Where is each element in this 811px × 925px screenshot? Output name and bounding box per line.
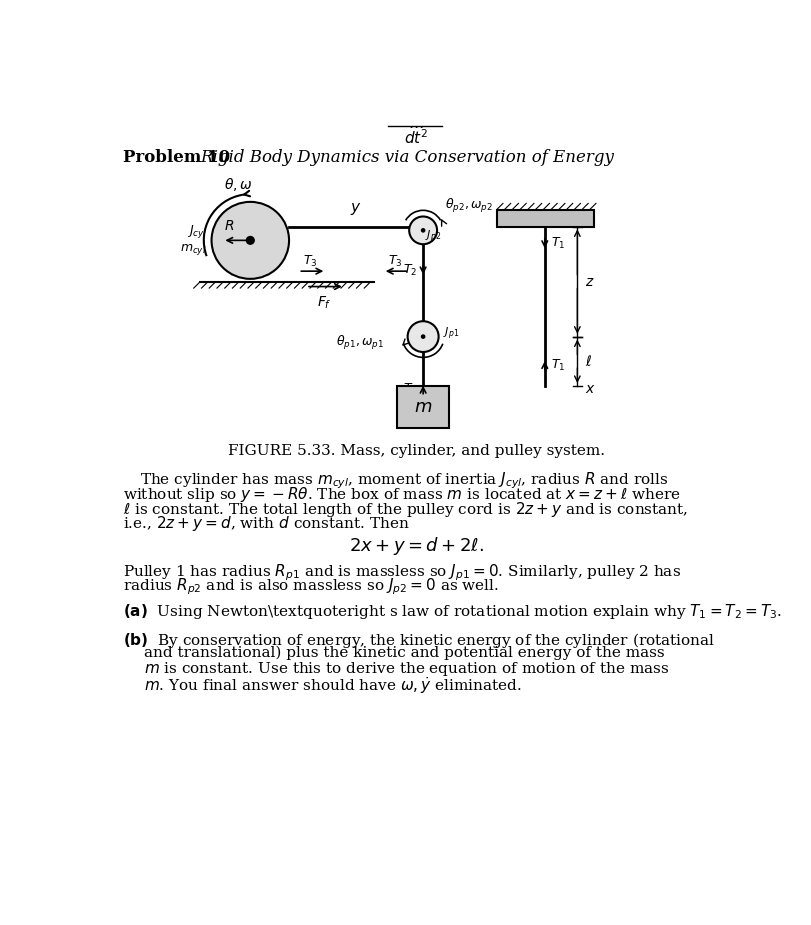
Text: $J_{p2}$: $J_{p2}$ [425, 228, 441, 245]
Bar [496, 210, 593, 227]
Circle shape [407, 321, 438, 352]
Text: without slip so $y = -R\theta$. The box of mass $m$ is located at $x = z+\ell$ w: without slip so $y = -R\theta$. The box … [123, 486, 680, 504]
Text: The cylinder has mass $m_{cyl}$, moment of inertia $J_{cyl}$, radius $R$ and rol: The cylinder has mass $m_{cyl}$, moment … [140, 471, 667, 491]
Text: $T_3$: $T_3$ [303, 253, 318, 269]
Bar [397, 386, 449, 428]
Text: $\ell$: $\ell$ [585, 353, 591, 369]
Text: $y$: $y$ [350, 202, 361, 217]
Text: Rigid Body Dynamics via Conservation of Energy: Rigid Body Dynamics via Conservation of … [200, 150, 614, 166]
Text: $m$ is constant. Use this to derive the equation of motion of the mass: $m$ is constant. Use this to derive the … [144, 660, 669, 678]
Text: $\mathbf{(a)}$  Using Newton\textquoteright s law of rotational motion explain w: $\mathbf{(a)}$ Using Newton\textquoterig… [123, 602, 781, 622]
Text: $\theta_{p2},\omega_{p2}$: $\theta_{p2},\omega_{p2}$ [444, 197, 492, 215]
Text: $T_1$: $T_1$ [551, 236, 564, 251]
Text: $\ell$ is constant. The total length of the pulley cord is $2z+y$ and is constan: $\ell$ is constant. The total length of … [123, 500, 688, 519]
Text: $\mathbf{(b)}$  By conservation of energy, the kinetic energy of the cylinder (r: $\mathbf{(b)}$ By conservation of energy… [123, 631, 714, 649]
Text: $J_{cyl}$: $J_{cyl}$ [187, 223, 207, 240]
Circle shape [420, 334, 425, 339]
Text: $T_3$: $T_3$ [388, 253, 402, 269]
Text: i.e., $2z+y = d$, with $d$ constant. Then: i.e., $2z+y = d$, with $d$ constant. The… [123, 514, 410, 534]
Circle shape [246, 237, 254, 244]
Text: $m$: $m$ [414, 398, 431, 415]
Text: $dt^2$: $dt^2$ [403, 128, 428, 147]
Text: $T_2$: $T_2$ [402, 263, 416, 278]
Text: $\theta_{p1},\omega_{p1}$: $\theta_{p1},\omega_{p1}$ [336, 334, 384, 352]
Text: Problem 10: Problem 10 [123, 150, 230, 166]
Text: and translational) plus the kinetic and potential energy of the mass: and translational) plus the kinetic and … [144, 646, 664, 660]
Text: FIGURE 5.33. Mass, cylinder, and pulley system.: FIGURE 5.33. Mass, cylinder, and pulley … [227, 444, 604, 458]
Text: $m$. You final answer should have $\omega,\dot{y}$ eliminated.: $m$. You final answer should have $\omeg… [144, 674, 521, 696]
Circle shape [420, 228, 425, 233]
Text: $T_2$: $T_2$ [402, 382, 416, 398]
Text: $R$: $R$ [224, 218, 234, 233]
Text: $J_{p1}$: $J_{p1}$ [443, 326, 459, 341]
Text: $T_1$: $T_1$ [551, 358, 564, 373]
Text: $x$: $x$ [585, 382, 595, 396]
Text: $F_f$: $F_f$ [316, 294, 331, 311]
Circle shape [409, 216, 436, 244]
Text: radius $R_{p2}$ and is also massless so $J_{p2}=0$ as well.: radius $R_{p2}$ and is also massless so … [123, 577, 499, 598]
Text: $2x+y = d+2\ell.$: $2x+y = d+2\ell.$ [348, 536, 483, 557]
Text: $z$: $z$ [585, 275, 594, 289]
Text: Pulley 1 has radius $R_{p1}$ and is massless so $J_{p1}=0$. Similarly, pulley 2 : Pulley 1 has radius $R_{p1}$ and is mass… [123, 562, 680, 583]
Text: $\cdots$: $\cdots$ [408, 118, 423, 132]
Text: $\theta,\omega$: $\theta,\omega$ [224, 176, 253, 192]
Circle shape [212, 202, 289, 278]
Text: $m_{cyl}$: $m_{cyl}$ [180, 242, 207, 257]
